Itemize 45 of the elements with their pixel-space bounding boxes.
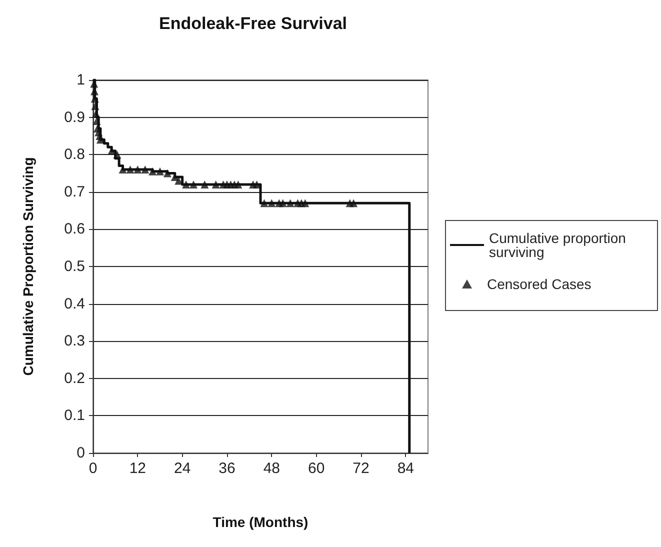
point — [278, 199, 287, 208]
y-tick-label: 0.3 — [64, 332, 85, 350]
legend-label: Cumulative proportion surviving — [489, 230, 630, 260]
x-tick-label: 60 — [308, 460, 325, 477]
point — [134, 166, 142, 174]
x-tick-label: 12 — [129, 460, 146, 477]
y-axis-title: Cumulative Proportion Surviving — [20, 157, 36, 376]
y-tick-label: 0.4 — [64, 295, 85, 312]
y-tick-label: 0.8 — [64, 146, 85, 164]
legend-label: Censored Cases — [487, 276, 592, 292]
y-tick-label: 1 — [76, 72, 85, 88]
y-tick-label: 0.7 — [64, 183, 85, 200]
point — [212, 180, 220, 188]
point — [163, 169, 172, 178]
point — [126, 166, 134, 174]
point — [200, 180, 209, 188]
point — [301, 199, 310, 208]
x-tick-label: 36 — [218, 460, 236, 477]
point — [113, 150, 122, 159]
point — [260, 199, 268, 208]
point — [286, 199, 294, 208]
y-tick-label: 0 — [76, 444, 85, 462]
x-tick-label: 24 — [174, 460, 191, 477]
point — [350, 199, 358, 208]
x-tick-label: 0 — [88, 460, 98, 477]
point — [234, 180, 242, 188]
point — [268, 199, 276, 208]
y-tick-label: 0.1 — [64, 407, 85, 424]
x-axis-title: Time (Months) — [212, 514, 308, 530]
y-tick-label: 0.9 — [64, 108, 85, 126]
point — [91, 102, 100, 110]
y-tick-label: 0.2 — [64, 370, 85, 387]
point — [156, 167, 164, 176]
point — [182, 180, 190, 188]
point — [141, 166, 150, 174]
x-tick-label: 72 — [352, 460, 370, 477]
point — [92, 110, 100, 118]
point — [92, 117, 101, 126]
y-tick-label: 0.6 — [64, 220, 85, 238]
point — [148, 167, 157, 176]
point — [190, 180, 198, 188]
x-tick-label: 48 — [263, 460, 280, 477]
x-tick-label: 84 — [397, 460, 414, 477]
chart-title: Endoleak-Free Survival — [158, 14, 348, 33]
y-tick-label: 0.5 — [64, 258, 85, 275]
